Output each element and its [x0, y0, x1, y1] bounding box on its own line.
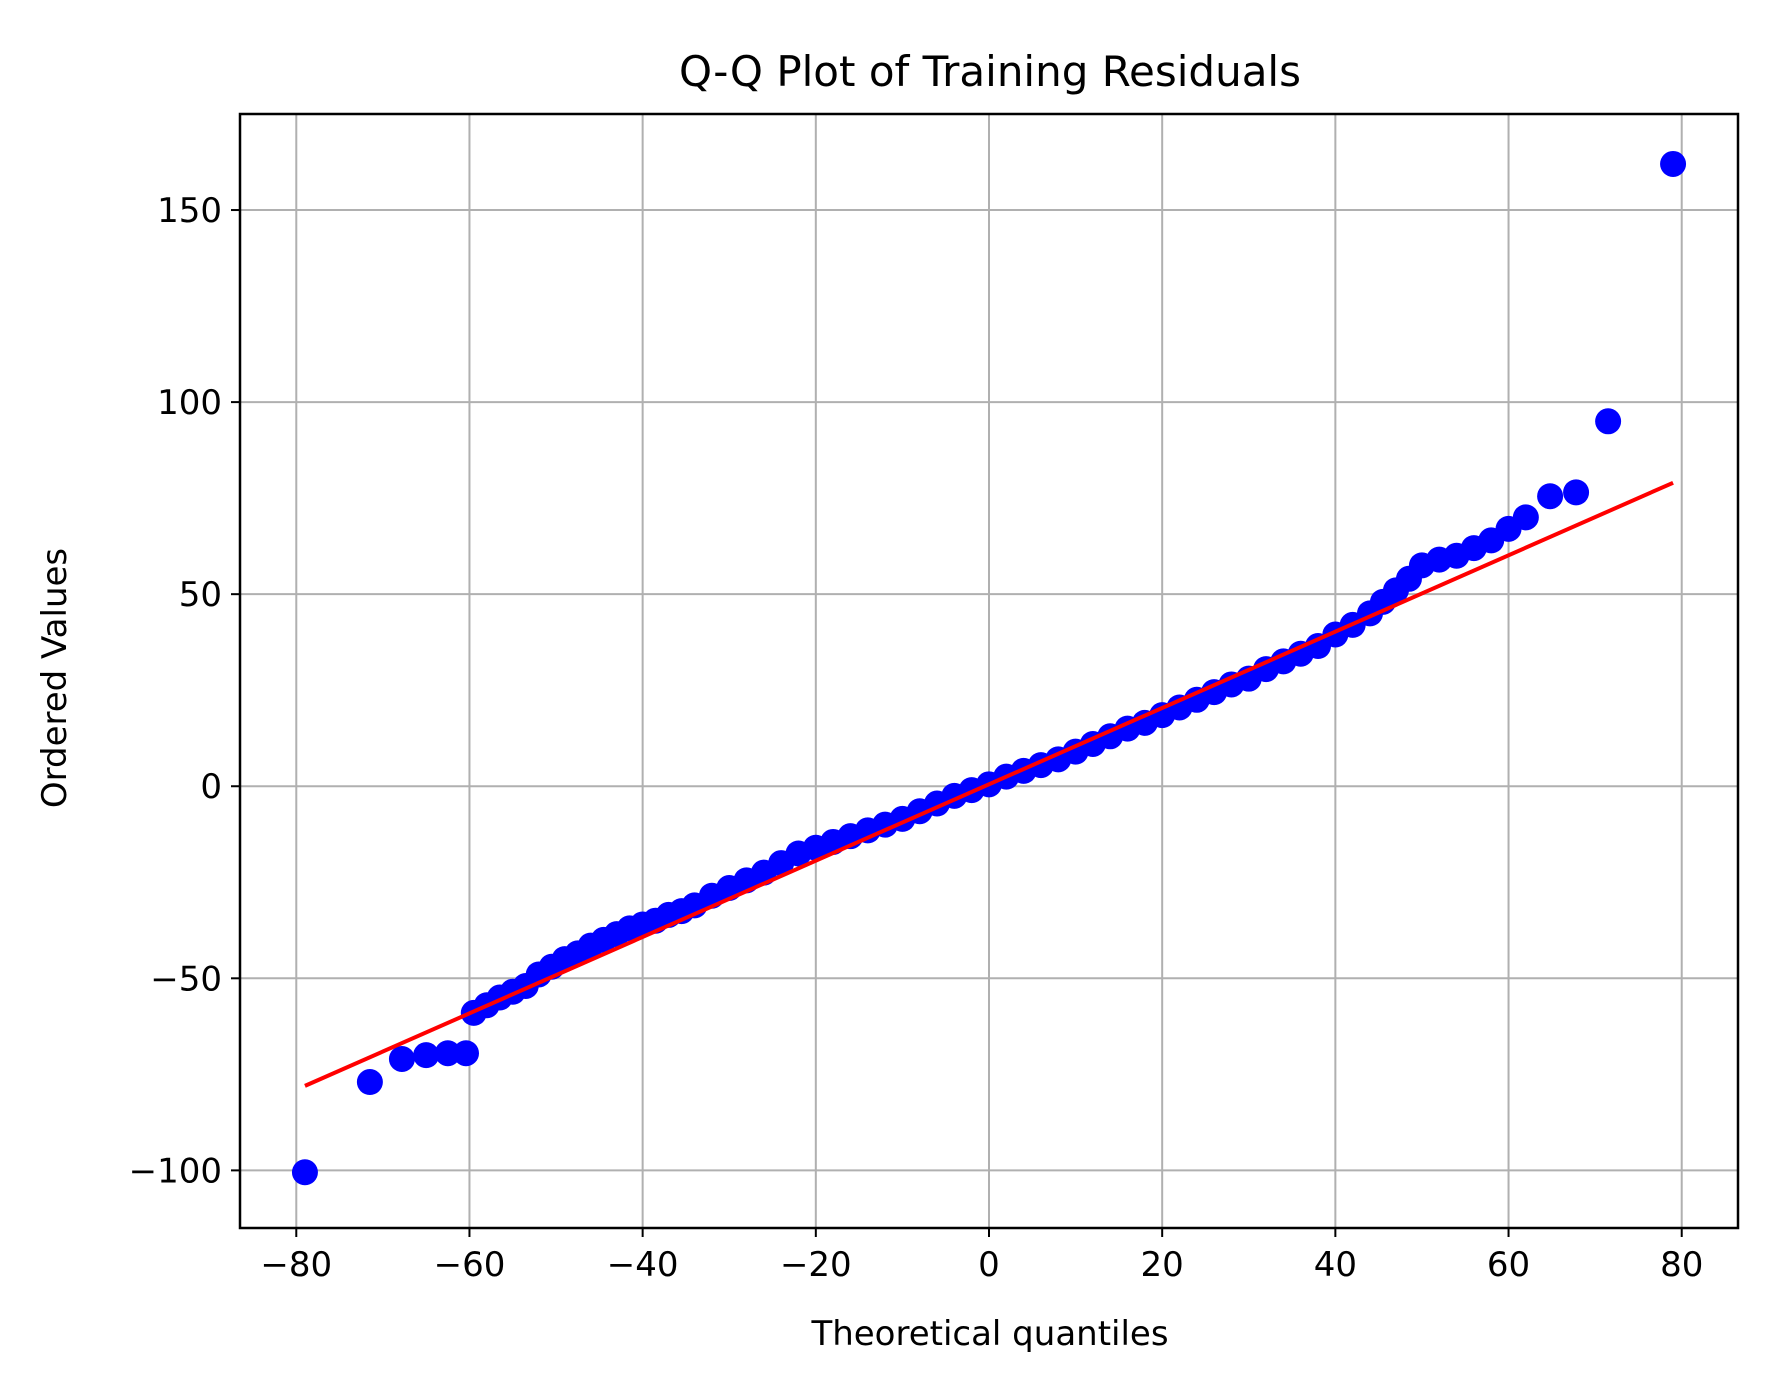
data-point	[1537, 483, 1564, 510]
data-point	[1595, 408, 1622, 435]
x-tick-label: 60	[1487, 1245, 1530, 1285]
x-tick-label: −20	[780, 1245, 852, 1285]
y-tick-label: 50	[179, 575, 222, 615]
x-tick-label: 0	[978, 1245, 1000, 1285]
x-tick-label: 80	[1660, 1245, 1703, 1285]
data-point	[452, 1040, 479, 1067]
fit-line-layer	[304, 480, 1674, 1088]
data-point	[413, 1042, 440, 1069]
x-tick-label: −40	[607, 1245, 679, 1285]
y-tick-label: 0	[200, 767, 222, 807]
x-tick-label: −80	[260, 1245, 332, 1285]
chart-title: Q-Q Plot of Training Residuals	[679, 47, 1301, 96]
y-tick-label: −50	[150, 959, 222, 999]
fit-line	[304, 480, 1674, 1088]
x-tick-label: 40	[1314, 1245, 1357, 1285]
x-tick-label: −60	[434, 1245, 506, 1285]
y-tick-label: −100	[129, 1151, 222, 1191]
x-tick-label: 20	[1141, 1245, 1184, 1285]
data-point	[1660, 150, 1687, 177]
y-axis-ticks: −100 −50 0 50 100 150	[129, 191, 240, 1191]
y-tick-label: 100	[157, 383, 222, 423]
data-point	[1563, 479, 1590, 506]
data-point	[434, 1040, 461, 1067]
data-point	[291, 1159, 318, 1186]
data-point	[356, 1069, 383, 1096]
grid-lines	[240, 114, 1738, 1228]
y-tick-label: 150	[157, 191, 222, 231]
y-axis-label: Ordered Values	[35, 548, 75, 808]
x-axis-label: Theoretical quantiles	[810, 1314, 1168, 1354]
data-point	[388, 1045, 415, 1072]
data-point	[1512, 504, 1539, 531]
x-axis-ticks: −80 −60 −40 −20 0 20 40 60 80	[260, 1228, 1703, 1285]
